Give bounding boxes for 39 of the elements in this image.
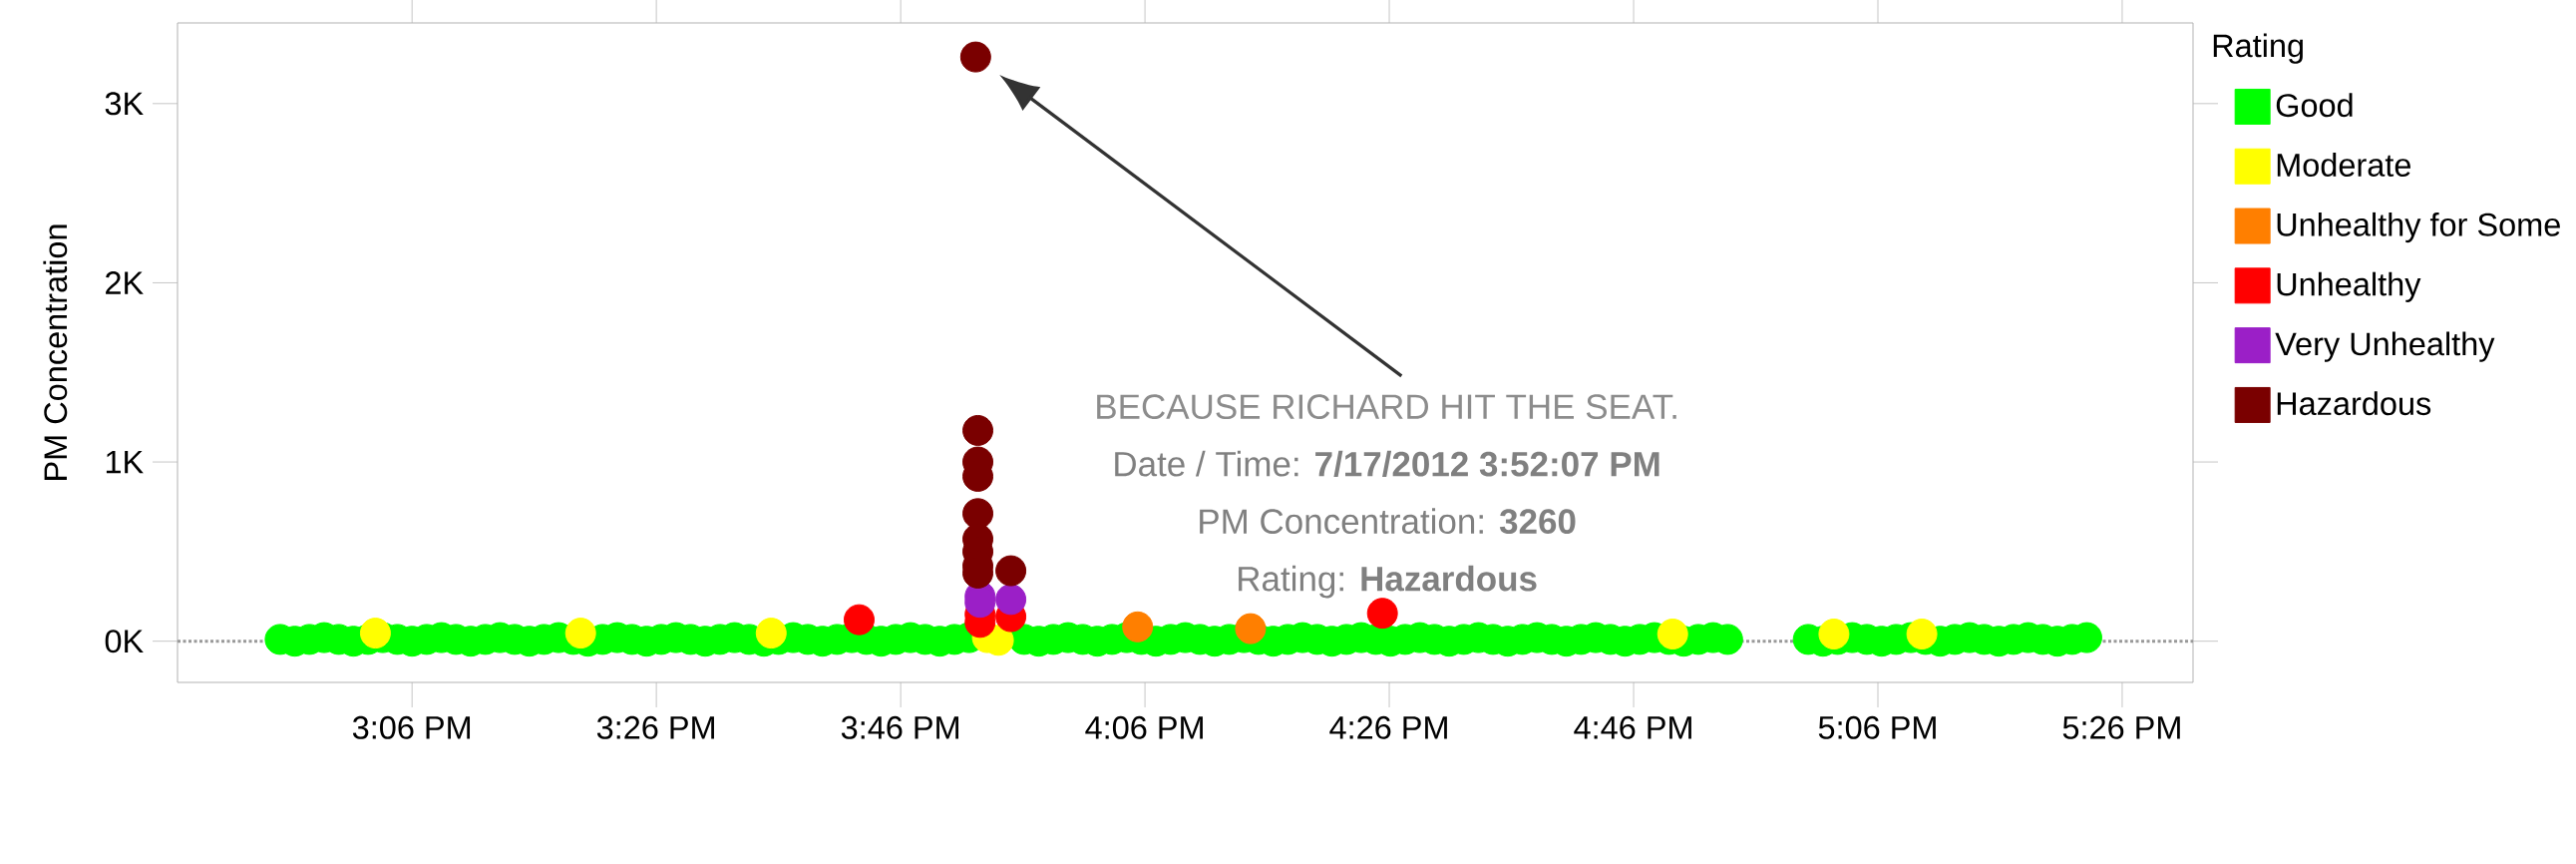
annotation: PM Concentration: 3260 xyxy=(1200,508,1576,535)
point xyxy=(755,618,787,649)
x-tick-label: 4:46 PM xyxy=(1574,715,1691,739)
x-tick-label: 3:26 PM xyxy=(596,715,714,739)
x-tick-label: 5:06 PM xyxy=(1818,715,1936,739)
annotation: Date / Time: 7/17/2012 3:52:07 PM xyxy=(1115,450,1659,477)
point xyxy=(1235,613,1267,645)
x-tick-label: 3:06 PM xyxy=(352,715,471,739)
x-tick-label: 5:26 PM xyxy=(2062,715,2180,739)
legend-label: Hazardous xyxy=(2277,391,2431,416)
point xyxy=(962,498,994,530)
point xyxy=(1906,619,1938,650)
y-tick-label: 2K xyxy=(106,271,144,294)
point xyxy=(1122,611,1154,643)
x-tick-label: 3:46 PM xyxy=(841,715,958,739)
point xyxy=(959,41,991,73)
legend-title: Rating xyxy=(2213,33,2303,64)
point xyxy=(564,618,596,649)
y-tick-label: 0K xyxy=(105,630,144,653)
legend-label: Unhealthy for Some xyxy=(2277,212,2560,243)
y-tick-label: 1K xyxy=(106,450,144,474)
x-tick-label: 4:06 PM xyxy=(1085,715,1203,739)
legend-label: Moderate xyxy=(2277,153,2410,177)
y-axis-title: PM Concentration xyxy=(43,224,68,480)
point xyxy=(962,414,994,446)
x-tick-label: 4:26 PM xyxy=(1329,715,1447,739)
legend-label: Good xyxy=(2276,93,2353,118)
legend-label: Very Unhealthy xyxy=(2275,331,2495,362)
legend-label: Unhealthy xyxy=(2277,271,2421,302)
point xyxy=(1366,598,1398,630)
annotation: Rating: Hazardous xyxy=(1239,565,1537,599)
point xyxy=(843,604,875,636)
point xyxy=(1818,619,1850,650)
annotation: BECAUSE RICHARD HIT THE SEAT. xyxy=(1097,394,1676,420)
point xyxy=(359,618,391,649)
point xyxy=(1656,619,1688,650)
point xyxy=(995,584,1027,616)
y-tick-label: 3K xyxy=(105,92,144,116)
point xyxy=(995,555,1027,587)
